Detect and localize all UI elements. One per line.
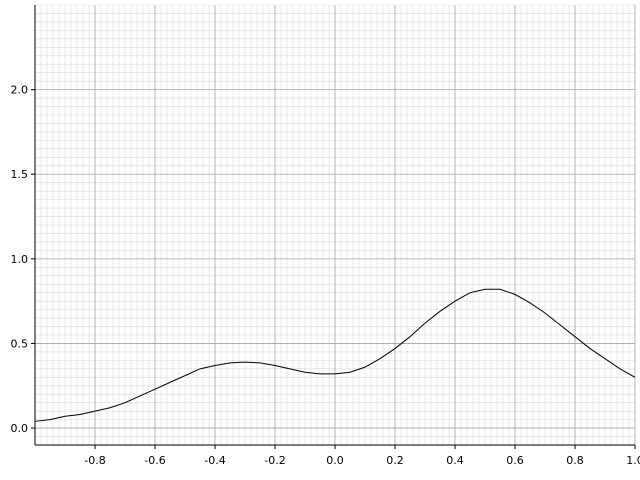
y-tick-label: 1.0 [11,253,29,266]
x-tick-label: 0.6 [506,454,524,467]
x-tick-label: 0.8 [566,454,584,467]
y-tick-label: 1.5 [11,168,29,181]
axes [31,5,636,449]
x-tick-label: -0.8 [84,454,105,467]
series-line-1 [34,288,636,422]
y-tick-label: 0.5 [11,337,29,350]
x-tick-label: 1.0 [626,454,640,467]
y-tick-label: 0.0 [11,422,29,435]
y-tick-label: 2.0 [11,84,29,97]
x-tick-label: -0.4 [204,454,225,467]
x-tick-label: 0.2 [386,454,404,467]
x-tick-label: 0.0 [326,454,344,467]
x-tick-label: 0.4 [446,454,464,467]
x-tick-label: -0.2 [264,454,285,467]
major-grid [35,5,636,445]
series-layer [34,288,636,422]
tick-labels: -0.8 -0.6 -0.4 -0.2 0.0 0.2 0.4 0.6 0.8 1.0 0.0 0.5… [11,84,640,467]
x-tick-label: -0.6 [144,454,165,467]
